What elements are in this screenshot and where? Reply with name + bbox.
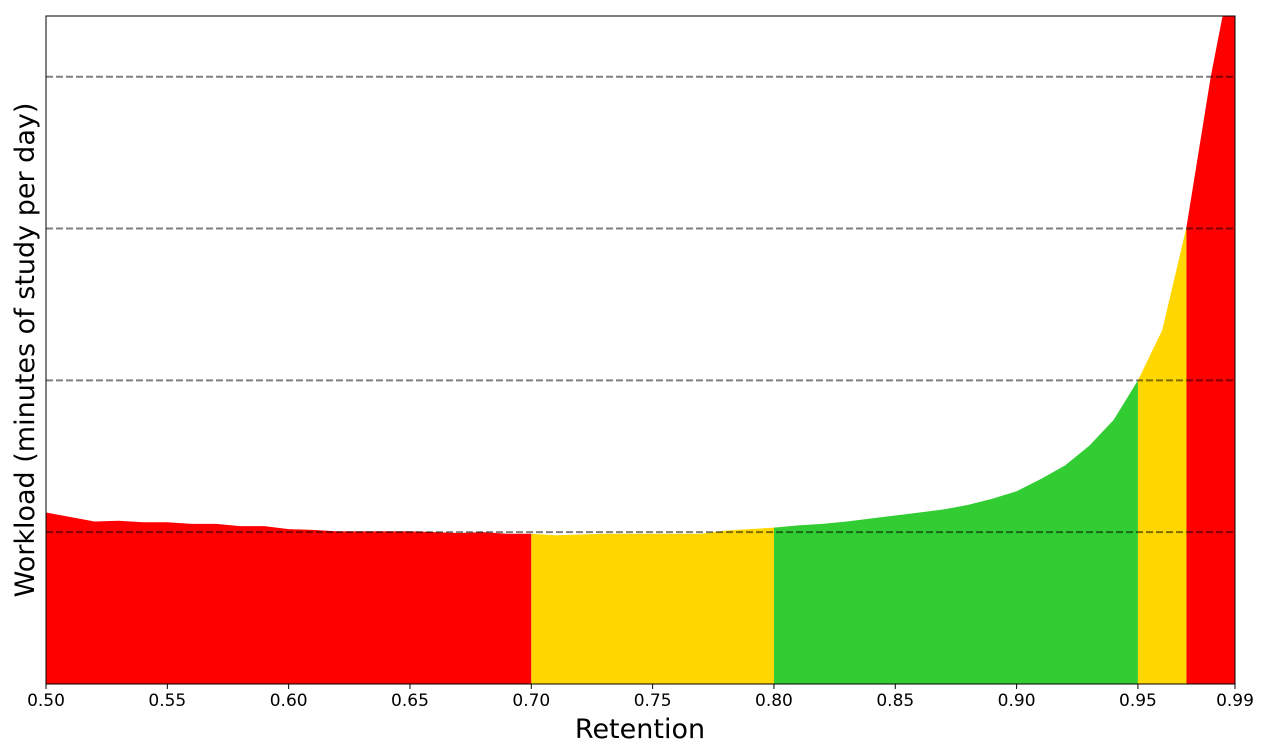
area-bands bbox=[46, 16, 1235, 684]
x-tick-label: 0.75 bbox=[634, 691, 672, 711]
x-axis-label: Retention bbox=[575, 714, 705, 745]
x-tick-label: 0.80 bbox=[755, 691, 793, 711]
area-band-3 bbox=[773, 380, 1138, 684]
x-tick-label: 0.55 bbox=[148, 691, 186, 711]
area-band-2 bbox=[531, 527, 774, 684]
x-tick-label: 0.90 bbox=[998, 691, 1036, 711]
x-tick-label: 0.70 bbox=[512, 691, 550, 711]
x-tick-label: 0.65 bbox=[391, 691, 429, 711]
x-axis-ticks: 0.50 0.55 0.60 0.65 0.70 0.75 0.80 0.85 0.90 0.95… bbox=[27, 684, 1254, 711]
area-band-1 bbox=[46, 512, 532, 684]
x-tick-label: 0.99 bbox=[1216, 691, 1254, 711]
y-axis-label: Workload (minutes of study per day) bbox=[10, 103, 41, 598]
x-tick-label: 0.85 bbox=[876, 691, 914, 711]
area-band-5 bbox=[1186, 16, 1235, 684]
area-band-4 bbox=[1137, 227, 1187, 684]
x-tick-label: 0.60 bbox=[270, 691, 308, 711]
x-tick-label: 0.50 bbox=[27, 691, 65, 711]
plot-frame bbox=[45, 15, 1236, 685]
reference-lines bbox=[46, 75, 1235, 534]
x-tick-label: 0.95 bbox=[1119, 691, 1157, 711]
